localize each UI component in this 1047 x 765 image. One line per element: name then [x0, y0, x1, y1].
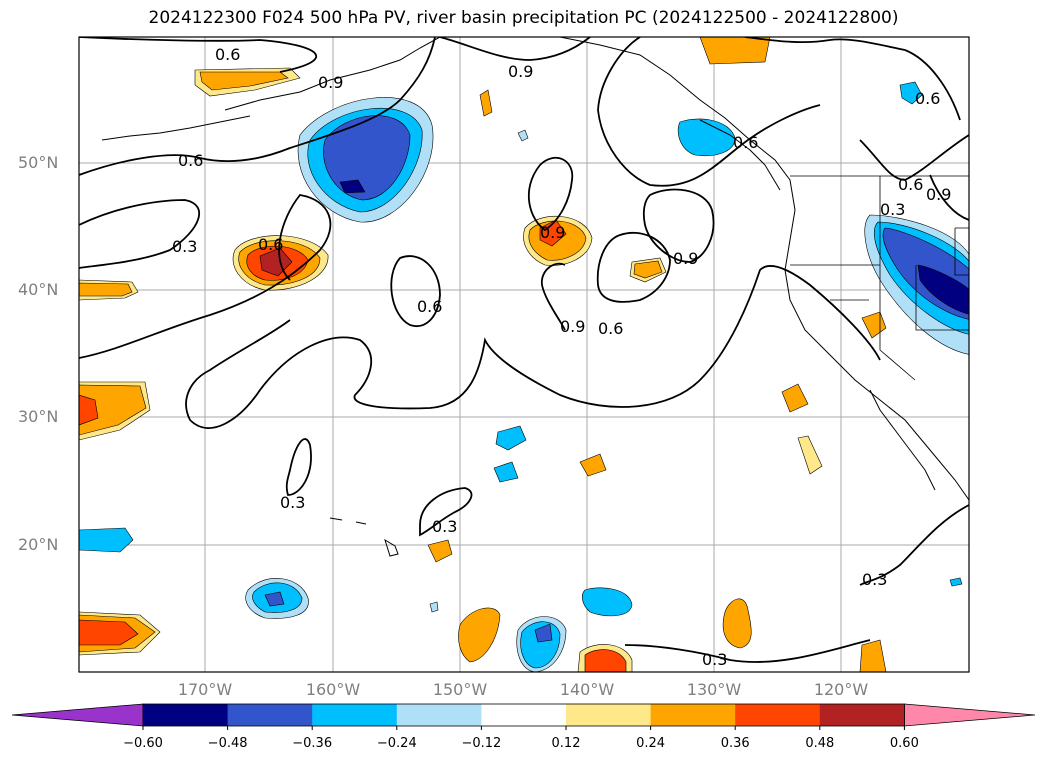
contour-label: 0.6 [215, 45, 240, 64]
lat-label-20: 20°N [18, 535, 59, 554]
contour-label: 0.9 [926, 185, 951, 204]
colorbar-segment [650, 704, 736, 726]
precip-negative-anomalies [79, 81, 969, 672]
colorbar-tick-label: 0.12 [551, 736, 581, 751]
colorbar-tick-label: −0.24 [376, 736, 417, 751]
colorbar-tick-label: −0.48 [207, 736, 248, 751]
colorbar-segment [819, 704, 905, 726]
colorbar-segment [396, 704, 482, 726]
contour-labels: 0.6 0.9 0.6 0.3 0.6 0.9 0.9 0.9 0.6 0.9 … [172, 45, 951, 669]
colorbar-segment [566, 704, 652, 726]
coastlines [101, 37, 969, 557]
contour-label: 0.3 [432, 517, 457, 536]
map-frame [78, 36, 970, 673]
contour-label: 0.6 [733, 133, 758, 152]
colorbar-tick-label: 0.24 [636, 736, 666, 751]
colorbar-tick-label: −0.12 [461, 736, 502, 751]
map-title: 2024122300 F024 500 hPa PV, river basin … [148, 8, 899, 28]
colorbar-extend-high [904, 703, 1036, 727]
colorbar [11, 703, 1036, 730]
lon-label-120w: 120°W [813, 680, 869, 699]
colorbar-tick-label: 0.36 [720, 736, 750, 751]
contour-label: 0.3 [172, 237, 197, 256]
lon-label-140w: 140°W [559, 680, 615, 699]
pv-contours [79, 37, 969, 663]
lat-label-40: 40°N [18, 280, 59, 299]
colorbar-tick-label: 0.48 [805, 736, 835, 751]
lon-label-160w: 160°W [305, 680, 361, 699]
colorbar-segment [481, 704, 567, 726]
lat-label-50: 50°N [18, 153, 59, 172]
colorbar-extend-low [11, 703, 144, 727]
lat-label-30: 30°N [18, 407, 59, 426]
colorbar-segment [227, 704, 313, 726]
lon-label-150w: 150°W [432, 680, 488, 699]
political-borders [790, 175, 969, 381]
contour-label: 0.6 [178, 151, 203, 170]
lon-label-170w: 170°W [177, 680, 233, 699]
colorbar-segment [735, 704, 821, 726]
contour-label: 0.6 [258, 235, 283, 254]
colorbar-tick-label: −0.60 [123, 736, 163, 751]
contour-label: 0.3 [280, 493, 305, 512]
colorbar-tick-label: −0.36 [292, 736, 333, 751]
contour-label: 0.3 [880, 200, 905, 219]
contour-label: 0.6 [898, 175, 923, 194]
colorbar-tick-label: 0.60 [889, 736, 919, 751]
contour-label: 0.9 [508, 62, 533, 81]
contour-label: 0.6 [598, 319, 623, 338]
colorbar-segment [312, 704, 398, 726]
colorbar-segment [143, 704, 229, 726]
contour-label: 0.6 [417, 297, 442, 316]
contour-label: 0.9 [540, 223, 565, 242]
contour-label: 0.9 [673, 249, 698, 268]
lon-label-130w: 130°W [686, 680, 742, 699]
contour-label: 0.9 [560, 317, 585, 336]
contour-label: 0.6 [915, 89, 940, 108]
contour-label: 0.3 [702, 650, 727, 669]
colorbar-outline [142, 703, 905, 727]
contour-label: 0.9 [318, 73, 343, 92]
contour-label: 0.3 [862, 570, 887, 589]
